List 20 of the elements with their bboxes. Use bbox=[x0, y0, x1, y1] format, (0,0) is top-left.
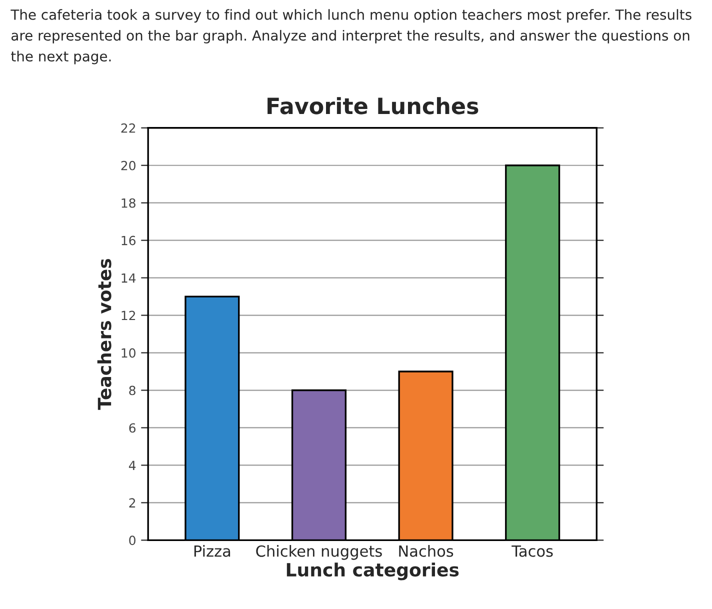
x-tick-label: Nachos bbox=[399, 545, 454, 557]
y-tick-label: 8 bbox=[129, 386, 136, 396]
x-axis-title: Lunch categories bbox=[286, 562, 459, 580]
y-tick-label: 6 bbox=[129, 423, 136, 433]
y-tick-label: 4 bbox=[128, 460, 136, 470]
y-axis-title: Teachers votes bbox=[97, 258, 112, 410]
y-tick-label: 14 bbox=[122, 273, 136, 283]
x-tick-label: Chicken nuggets bbox=[256, 545, 382, 560]
y-tick-label: 12 bbox=[122, 310, 136, 320]
y-tick-label: 16 bbox=[122, 236, 136, 246]
y-tick-label: 20 bbox=[121, 160, 136, 170]
x-tick-label: Pizza bbox=[194, 545, 230, 557]
y-tick-label: 18 bbox=[122, 198, 136, 208]
x-tick-label: Tacos bbox=[512, 546, 553, 557]
y-tick-label: 22 bbox=[121, 123, 136, 133]
text: The cafeteria took a survey to find out which lunch menu option teachers most prefer. The results are represented on the bar graph. Analyze and interpret the results, and answer the questions on the next page. bbox=[10, 9, 692, 64]
y-tick-label: 2 bbox=[129, 498, 136, 508]
y-tick-label: 0 bbox=[129, 536, 136, 546]
y-tick-label: 10 bbox=[122, 348, 136, 358]
chart-title: Favorite Lunches bbox=[268, 97, 478, 114]
